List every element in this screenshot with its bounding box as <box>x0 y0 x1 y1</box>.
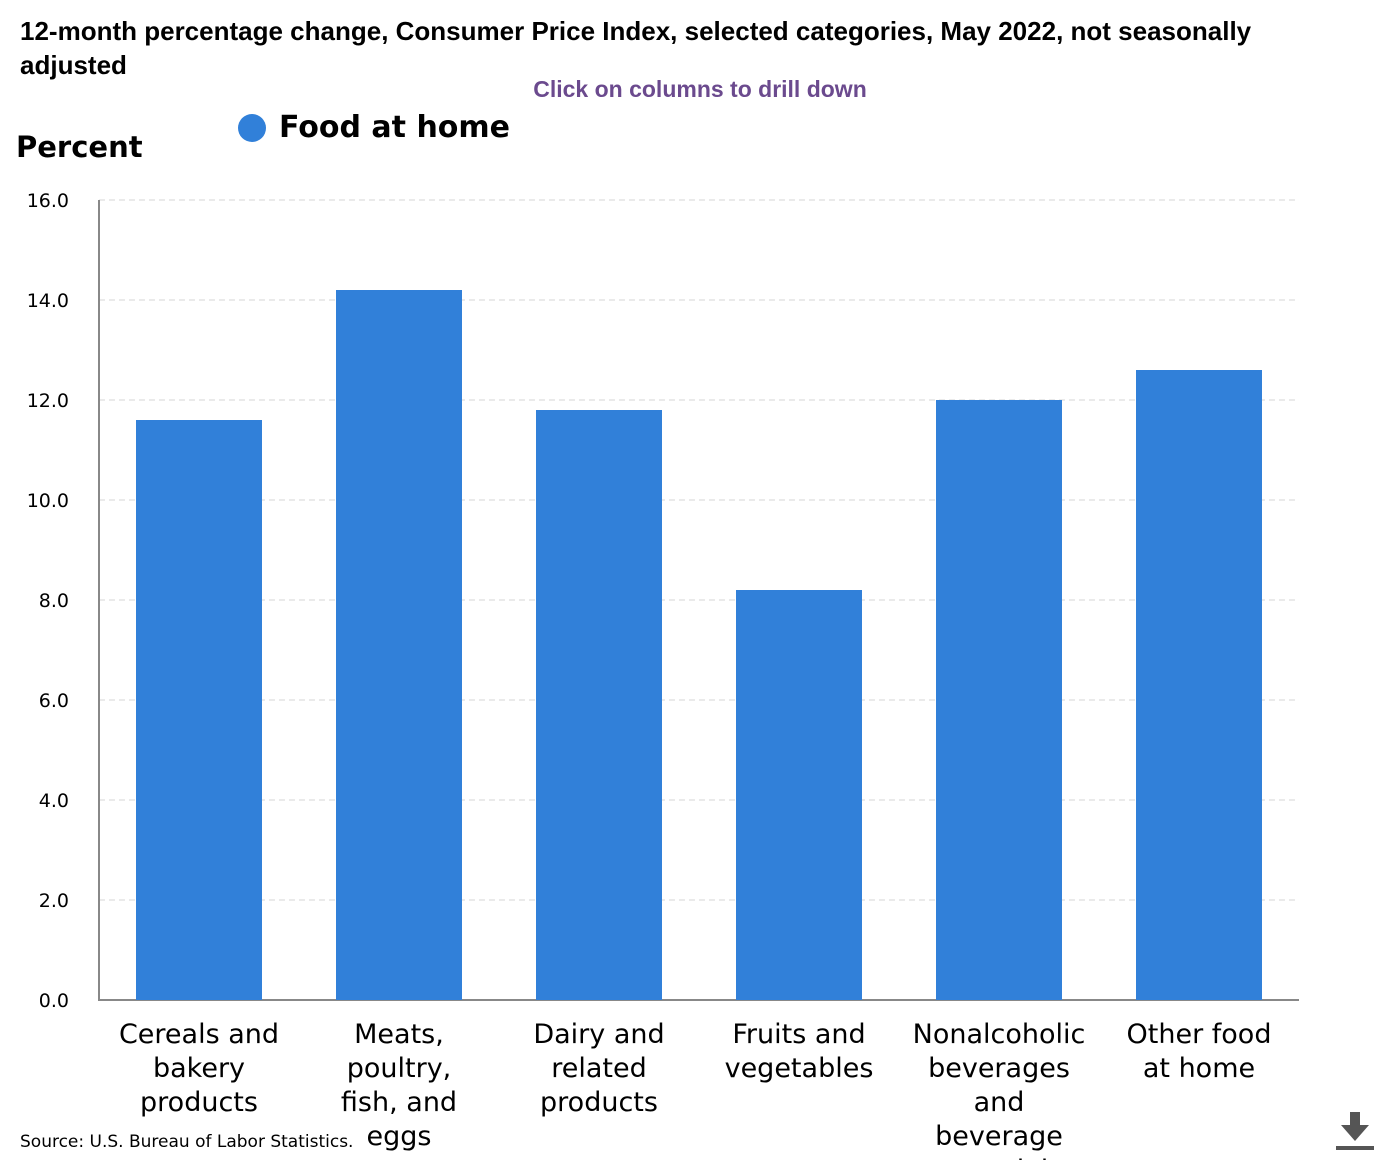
drill-down-hint[interactable]: Click on columns to drill down <box>533 76 867 102</box>
bar[interactable] <box>1136 370 1262 1000</box>
x-tick-label-line: poultry, <box>347 1053 452 1084</box>
x-tick-label-line: Dairy and <box>533 1019 664 1050</box>
x-tick-label-line: fish, and <box>341 1087 457 1118</box>
x-tick-label-line: eggs <box>367 1121 432 1152</box>
legend-marker <box>238 113 266 142</box>
x-tick-label: Fruits and vegetables <box>725 1019 874 1084</box>
y-tick-label: 0.0 <box>39 990 69 1012</box>
bar[interactable] <box>336 290 462 1000</box>
x-tick-label-line: at home <box>1143 1053 1255 1084</box>
bar[interactable] <box>136 420 262 1000</box>
y-tick-label: 16.0 <box>27 190 69 212</box>
x-tick-label: Cereals and bakery products <box>119 1019 279 1118</box>
y-axis-title: Percent <box>16 130 143 164</box>
x-tick-label-line: vegetables <box>725 1053 874 1084</box>
y-tick-label: 14.0 <box>27 290 69 312</box>
y-tick-label: 2.0 <box>39 890 69 912</box>
x-tick-label-line: related <box>551 1053 647 1084</box>
download-icon <box>1336 1112 1374 1150</box>
legend-item[interactable]: Food at home <box>238 110 510 145</box>
y-tick-label: 6.0 <box>39 690 69 712</box>
y-tick-label: 12.0 <box>27 390 69 412</box>
x-tick-label-line: Nonalcoholic <box>913 1019 1086 1050</box>
chart-title: 12-month percentage change, Consumer Pri… <box>20 16 1252 80</box>
x-tick-label-line: products <box>540 1087 658 1118</box>
x-tick-label: Meats, poultry, fish, and eggs <box>341 1019 457 1152</box>
x-tick-label-line: Fruits and <box>732 1019 865 1050</box>
y-tick-label: 4.0 <box>39 790 69 812</box>
download-button[interactable] <box>1334 1110 1376 1154</box>
y-tick-label: 8.0 <box>39 590 69 612</box>
x-tick-label-line: and <box>974 1087 1025 1118</box>
x-tick-label-line: bakery <box>153 1053 245 1084</box>
x-tick-label: Dairy and related products <box>533 1019 664 1118</box>
x-tick-label-line: materials <box>936 1155 1063 1160</box>
x-tick-label-line: Other food <box>1127 1019 1272 1050</box>
x-tick-label-line: beverage <box>935 1121 1063 1152</box>
x-tick-label-line: products <box>140 1087 258 1118</box>
bar[interactable] <box>936 400 1062 1000</box>
y-tick-label: 10.0 <box>27 490 69 512</box>
x-tick-label: Other food at home <box>1127 1019 1272 1084</box>
source-credit: Source: U.S. Bureau of Labor Statistics. <box>20 1132 354 1152</box>
x-tick-label-line: Cereals and <box>119 1019 279 1050</box>
bar[interactable] <box>736 590 862 1000</box>
bar[interactable] <box>536 410 662 1000</box>
x-tick-label-line: beverages <box>928 1053 1070 1084</box>
legend-label: Food at home <box>279 110 511 145</box>
x-tick-label-line: Meats, <box>354 1019 444 1050</box>
